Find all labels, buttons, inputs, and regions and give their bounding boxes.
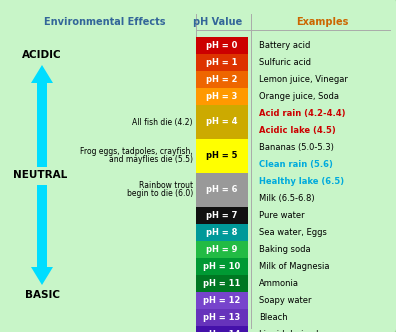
- Bar: [196, 37, 248, 53]
- Text: pH = 1: pH = 1: [206, 58, 238, 67]
- Text: Baking soda: Baking soda: [259, 245, 310, 254]
- Text: pH = 0: pH = 0: [206, 41, 238, 50]
- Text: begin to die (6.0): begin to die (6.0): [127, 190, 193, 199]
- Text: Bleach: Bleach: [259, 313, 287, 322]
- Bar: [196, 241, 248, 258]
- Text: pH = 5: pH = 5: [206, 151, 238, 160]
- Polygon shape: [31, 65, 53, 167]
- Text: pH = 7: pH = 7: [206, 211, 238, 220]
- Bar: [196, 173, 248, 207]
- Text: pH = 2: pH = 2: [206, 75, 238, 84]
- Bar: [196, 54, 248, 71]
- Bar: [196, 88, 248, 105]
- Text: Examples: Examples: [296, 17, 348, 27]
- Text: pH Value: pH Value: [193, 17, 243, 27]
- Text: pH = 8: pH = 8: [206, 228, 238, 237]
- Text: Bananas (5.0-5.3): Bananas (5.0-5.3): [259, 143, 334, 152]
- Text: Milk (6.5-6.8): Milk (6.5-6.8): [259, 194, 315, 203]
- Text: pH = 9: pH = 9: [206, 245, 238, 254]
- Text: NEUTRAL: NEUTRAL: [13, 170, 67, 180]
- Text: Sea water, Eggs: Sea water, Eggs: [259, 228, 327, 237]
- Text: Environmental Effects: Environmental Effects: [44, 17, 166, 27]
- Text: Pure water: Pure water: [259, 211, 305, 220]
- Text: Soapy water: Soapy water: [259, 296, 312, 305]
- Bar: [196, 309, 248, 326]
- Bar: [196, 224, 248, 241]
- Bar: [196, 207, 248, 223]
- Text: pH = 13: pH = 13: [204, 313, 241, 322]
- Text: pH = 11: pH = 11: [203, 279, 241, 288]
- Text: Lemon juice, Vinegar: Lemon juice, Vinegar: [259, 75, 348, 84]
- Text: Acid rain (4.2-4.4): Acid rain (4.2-4.4): [259, 109, 345, 118]
- Text: ACIDIC: ACIDIC: [22, 50, 62, 60]
- Text: Battery acid: Battery acid: [259, 41, 310, 50]
- Bar: [196, 105, 248, 138]
- Text: pH = 3: pH = 3: [206, 92, 238, 101]
- Text: Ammonia: Ammonia: [259, 279, 299, 288]
- Text: All fish die (4.2): All fish die (4.2): [133, 118, 193, 126]
- Bar: [196, 292, 248, 309]
- Bar: [196, 326, 248, 332]
- Text: Sulfuric acid: Sulfuric acid: [259, 58, 311, 67]
- Text: pH = 4: pH = 4: [206, 117, 238, 126]
- Text: Rainbow trout: Rainbow trout: [139, 182, 193, 191]
- Text: pH = 14: pH = 14: [203, 330, 241, 332]
- Bar: [196, 71, 248, 88]
- Text: Frog eggs, tadpoles, crayfish,: Frog eggs, tadpoles, crayfish,: [80, 147, 193, 156]
- Text: pH = 10: pH = 10: [204, 262, 241, 271]
- Text: pH = 6: pH = 6: [206, 185, 238, 194]
- Text: Healthy lake (6.5): Healthy lake (6.5): [259, 177, 344, 186]
- Bar: [196, 258, 248, 275]
- Polygon shape: [31, 185, 53, 285]
- Text: Orange juice, Soda: Orange juice, Soda: [259, 92, 339, 101]
- Text: Clean rain (5.6): Clean rain (5.6): [259, 160, 333, 169]
- Bar: [196, 275, 248, 291]
- Text: and mayflies die (5.5): and mayflies die (5.5): [109, 155, 193, 164]
- Text: Milk of Magnesia: Milk of Magnesia: [259, 262, 329, 271]
- Text: BASIC: BASIC: [25, 290, 59, 300]
- Bar: [196, 139, 248, 173]
- Text: pH = 12: pH = 12: [203, 296, 241, 305]
- Text: Acidic lake (4.5): Acidic lake (4.5): [259, 126, 336, 135]
- Text: Liquid drain cleaner: Liquid drain cleaner: [259, 330, 343, 332]
